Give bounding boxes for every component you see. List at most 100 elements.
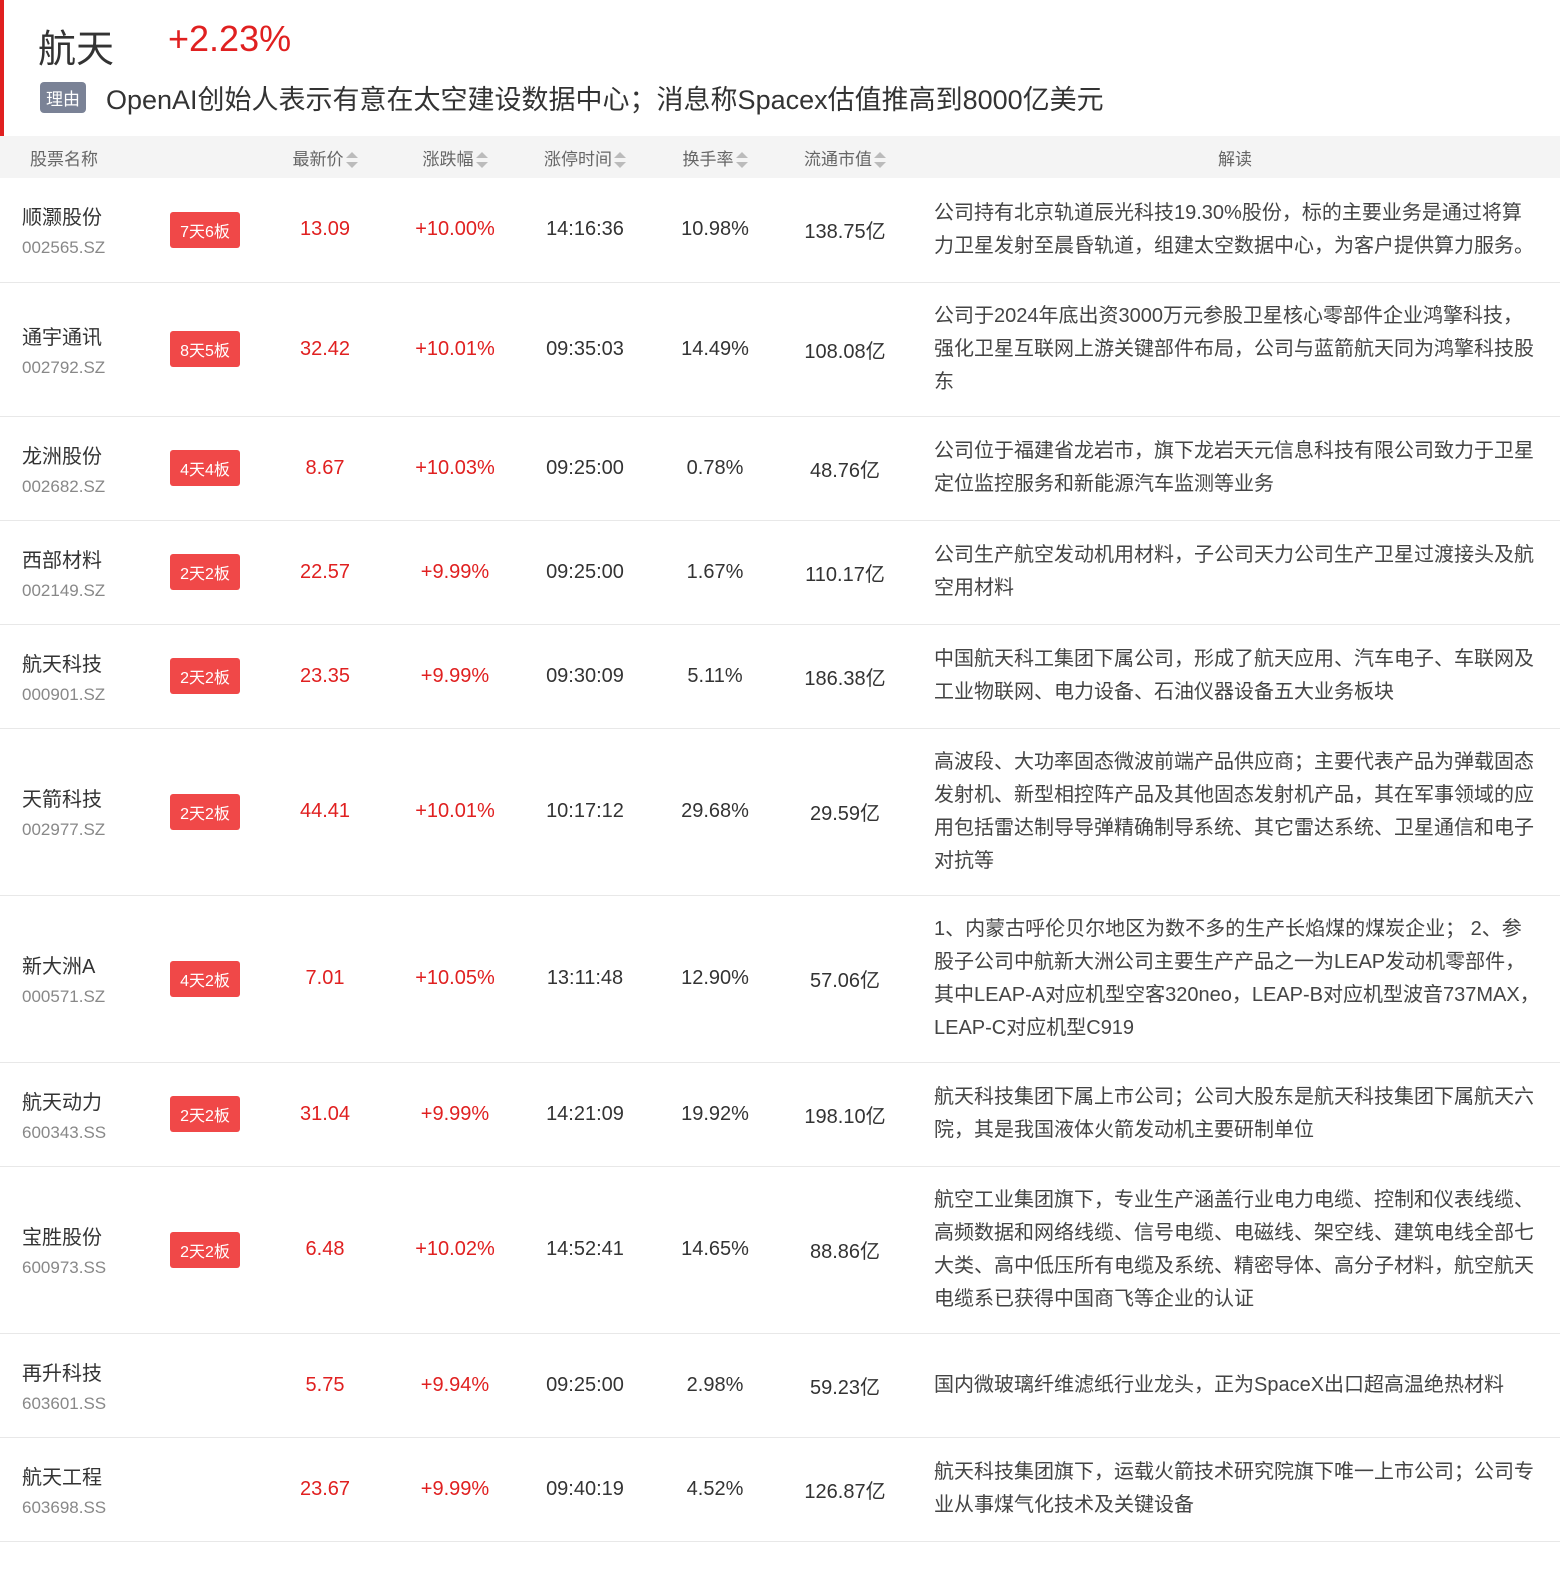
turnover: 10.98% [681, 218, 749, 241]
change: +10.00% [415, 218, 495, 241]
col-turnover[interactable]: 换手率 [650, 136, 780, 178]
limit-up-badge: 8天5板 [170, 331, 240, 367]
stock-code: 000571.SZ [22, 987, 106, 1006]
limit-up-badge: 4天4板 [170, 450, 240, 486]
stock-name-cell[interactable]: 航天动力 600343.SS [0, 1062, 150, 1166]
stock-name-cell[interactable]: 西部材料 002149.SZ [0, 520, 150, 624]
change: +9.99% [420, 1102, 490, 1125]
col-change[interactable]: 涨跌幅 [390, 136, 520, 178]
limit-up-badge: 2天2板 [170, 1096, 240, 1132]
badge-cell: 4天4板 [150, 416, 260, 520]
table-row[interactable]: 宝胜股份 600973.SS 2天2板 6.48 +10.02% 14:52:41… [0, 1166, 1560, 1333]
stock-code: 002565.SZ [22, 238, 106, 258]
col-limit-time[interactable]: 涨停时间 [520, 136, 650, 178]
table-row[interactable]: 航天科技 000901.SZ 2天2板 23.35 +9.99% 09:30:09… [0, 624, 1560, 728]
badge-cell: 2天2板 [150, 1062, 260, 1166]
table-header: 股票名称 最新价 涨跌幅 涨停时间 换手率 流通市值 解读 [0, 136, 1560, 178]
limit-up-badge: 2天2板 [170, 554, 240, 590]
sort-icon[interactable] [874, 152, 886, 169]
table-row[interactable]: 航天工程 603698.SS 23.67 +9.99% 09:40:19 4.52… [0, 1437, 1560, 1541]
reason-tag: 理由 [40, 82, 86, 113]
limit-up-badge: 2天2板 [170, 658, 240, 694]
sort-icon[interactable] [345, 152, 358, 169]
col-cap[interactable]: 流通市值 [780, 136, 910, 178]
change: +9.99% [420, 560, 490, 583]
table-row[interactable]: 再升科技 603601.SS 5.75 +9.94% 09:25:00 2.98%… [0, 1333, 1560, 1437]
description: 中国航天科工集团下属公司，形成了航天应用、汽车电子、车联网及工业物联网、电力设备… [934, 648, 1534, 703]
stock-name[interactable]: 航天动力 [22, 1091, 102, 1114]
table-row[interactable]: 龙洲股份 002682.SZ 4天4板 8.67 +10.03% 09:25:00… [0, 416, 1560, 520]
sector-header: 航天 +2.23% 理由 OpenAI创始人表示有意在太空建设数据中心；消息称S… [0, 0, 1560, 136]
turnover: 29.68% [681, 800, 749, 822]
table-row[interactable]: 天箭科技 002977.SZ 2天2板 44.41 +10.01% 10:17:1… [0, 728, 1560, 895]
sort-icon[interactable] [614, 152, 626, 169]
price: 6.48 [305, 1238, 345, 1260]
stock-name[interactable]: 航天工程 [22, 1466, 102, 1489]
stock-name-cell[interactable]: 航天科技 000901.SZ [0, 624, 150, 728]
table-row[interactable]: 航天动力 600343.SS 2天2板 31.04 +9.99% 14:21:09… [0, 1062, 1560, 1166]
table-row[interactable]: 西部材料 002149.SZ 2天2板 22.57 +9.99% 09:25:00… [0, 520, 1560, 624]
badge-cell: 8天5板 [150, 282, 260, 416]
price: 5.75 [305, 1373, 345, 1396]
sort-icon[interactable] [475, 152, 488, 169]
change: +10.02% [415, 1238, 495, 1260]
stock-code: 603601.SS [22, 1393, 107, 1413]
description: 公司持有北京轨道辰光科技19.30%股份，标的主要业务是通过将算力卫星发射至晨昏… [934, 201, 1534, 257]
stock-name[interactable]: 龙洲股份 [22, 445, 102, 468]
limit-time: 10:17:12 [546, 800, 624, 822]
stock-name[interactable]: 航天科技 [22, 653, 102, 676]
stock-name[interactable]: 再升科技 [22, 1362, 102, 1385]
table-row[interactable]: 新大洲A 000571.SZ 4天2板 7.01 +10.05% 13:11:48… [0, 895, 1560, 1062]
stock-name[interactable]: 西部材料 [22, 549, 102, 572]
description: 航天科技集团旗下，运载火箭技术研究院旗下唯一上市公司；公司专业从事煤气化技术及关… [934, 1461, 1534, 1516]
col-desc: 解读 [1218, 149, 1252, 169]
table-row[interactable]: 通宇通讯 002792.SZ 8天5板 32.42 +10.01% 09:35:0… [0, 282, 1560, 416]
stock-name[interactable]: 宝胜股份 [22, 1227, 102, 1249]
stock-name-cell[interactable]: 天箭科技 002977.SZ [0, 728, 150, 895]
stock-name-cell[interactable]: 龙洲股份 002682.SZ [0, 416, 150, 520]
stock-code: 600973.SS [22, 1258, 107, 1277]
table-row[interactable]: 顺灏股份 002565.SZ 7天6板 13.09 +10.00% 14:16:3… [0, 178, 1560, 282]
stock-name-cell[interactable]: 再升科技 603601.SS [0, 1333, 150, 1437]
description: 航空工业集团旗下，专业生产涵盖行业电力电缆、控制和仪表线缆、高频数据和网络线缆、… [934, 1188, 1534, 1310]
price: 23.35 [299, 664, 351, 687]
market-cap: 186.38亿 [804, 667, 886, 690]
limit-up-badge: 7天6板 [170, 211, 240, 248]
stock-name[interactable]: 新大洲A [22, 956, 96, 978]
stock-name-cell[interactable]: 新大洲A 000571.SZ [0, 895, 150, 1062]
badge-cell: 7天6板 [150, 178, 260, 282]
col-turnover-label: 换手率 [682, 149, 734, 169]
stock-name[interactable]: 顺灏股份 [22, 207, 102, 230]
description: 公司位于福建省龙岩市，旗下龙岩天元信息科技有限公司致力于卫星定位监控服务和新能源… [934, 440, 1534, 495]
col-name: 股票名称 [30, 149, 98, 169]
change: +10.01% [415, 800, 495, 822]
limit-time: 09:25:00 [546, 456, 624, 479]
description: 1、内蒙古呼伦贝尔地区为数不多的生产长焰煤的煤炭企业； 2、参股子公司中航新大洲… [934, 917, 1540, 1039]
turnover: 2.98% [686, 1373, 744, 1396]
sector-title: 航天 [38, 29, 115, 71]
stock-name-cell[interactable]: 通宇通讯 002792.SZ [0, 282, 150, 416]
badge-cell [150, 1333, 260, 1437]
description: 高波段、大功率固态微波前端产品供应商；主要代表产品为弹载固态发射机、新型相控阵产… [934, 750, 1534, 872]
stock-code: 000901.SZ [22, 684, 106, 704]
stock-name-cell[interactable]: 宝胜股份 600973.SS [0, 1166, 150, 1333]
stock-name[interactable]: 通宇通讯 [22, 326, 102, 349]
market-cap: 29.59亿 [809, 803, 881, 825]
stock-code: 603698.SS [22, 1497, 107, 1517]
market-cap: 59.23亿 [809, 1376, 881, 1399]
market-cap: 198.10亿 [804, 1105, 886, 1128]
sort-icon[interactable] [735, 152, 748, 169]
limit-up-badge: 2天2板 [170, 793, 240, 830]
limit-up-badge: 2天2板 [170, 1231, 240, 1268]
stock-name-cell[interactable]: 顺灏股份 002565.SZ [0, 178, 150, 282]
stock-code: 002149.SZ [22, 580, 106, 600]
col-price[interactable]: 最新价 [260, 136, 390, 178]
col-cap-label: 流通市值 [804, 149, 872, 169]
badge-cell: 2天2板 [150, 624, 260, 728]
stock-name-cell[interactable]: 航天工程 603698.SS [0, 1437, 150, 1541]
stock-name[interactable]: 天箭科技 [22, 789, 102, 811]
stock-code: 002977.SZ [22, 820, 106, 839]
stock-code: 002682.SZ [22, 476, 106, 496]
turnover: 1.67% [686, 560, 744, 583]
change: +10.01% [415, 337, 495, 360]
